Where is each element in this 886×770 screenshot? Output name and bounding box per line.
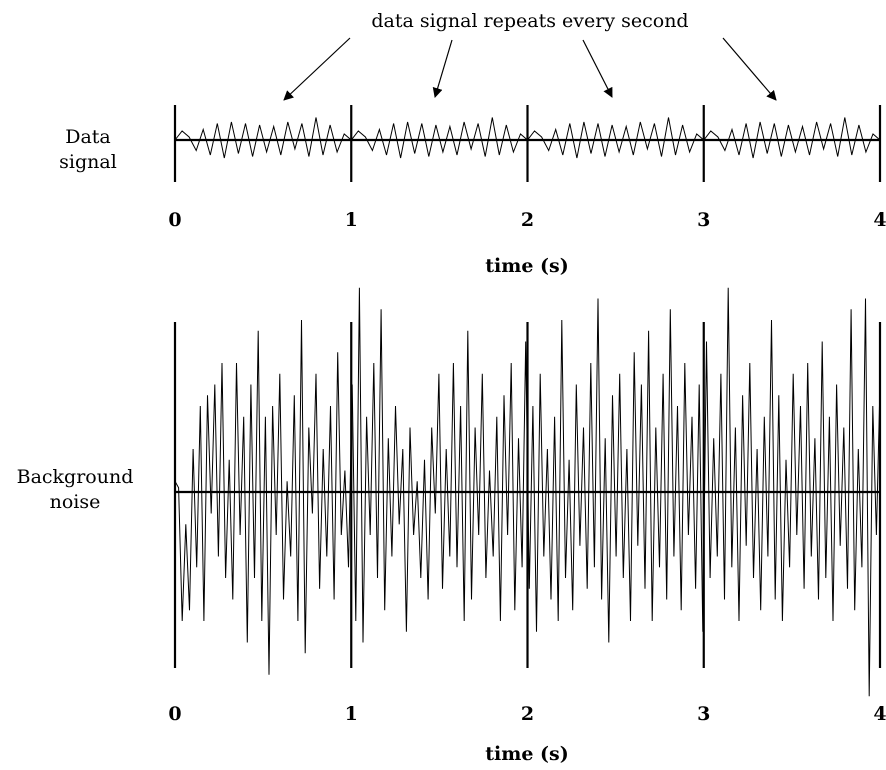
data-signal-tick-label: 2 xyxy=(521,209,534,231)
data-signal-tick-label: 1 xyxy=(345,209,358,231)
data-signal-panel: Data signal 0 1 2 3 4 time (s) xyxy=(59,105,886,277)
annotation-arrow xyxy=(283,37,351,101)
annotation-arrow xyxy=(722,37,777,101)
noise-ylabel-line2: noise xyxy=(50,491,101,513)
annotation-arrow xyxy=(432,39,453,98)
data-signal-tick-label: 4 xyxy=(873,209,886,231)
data-signal-xlabel: time (s) xyxy=(485,255,568,277)
annotation-arrow xyxy=(582,39,613,98)
noise-tick-label: 0 xyxy=(168,703,181,725)
noise-tick-label: 4 xyxy=(873,703,886,725)
data-signal-tick-label: 0 xyxy=(168,209,181,231)
data-signal-tick-label: 3 xyxy=(697,209,710,231)
noise-tick-label: 3 xyxy=(697,703,710,725)
noise-panel: Background noise 0 1 2 3 4 time (s) xyxy=(17,287,886,765)
noise-line xyxy=(174,287,881,697)
noise-tick-label: 2 xyxy=(521,703,534,725)
data-signal-ylabel-line1: Data xyxy=(65,126,111,148)
data-signal-line xyxy=(174,117,881,159)
noise-ylabel-line1: Background xyxy=(17,466,134,488)
annotation-text: data signal repeats every second xyxy=(371,10,688,32)
data-signal-ylabel-line2: signal xyxy=(59,151,117,173)
noise-tick-label: 1 xyxy=(345,703,358,725)
noise-xlabel: time (s) xyxy=(485,743,568,765)
